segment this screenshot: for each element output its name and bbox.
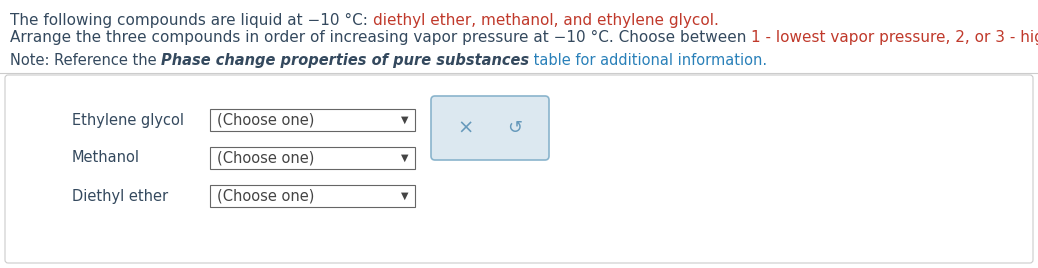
Text: ↺: ↺: [507, 119, 522, 137]
Text: ▼: ▼: [401, 191, 409, 201]
Text: (Choose one): (Choose one): [217, 151, 315, 166]
FancyBboxPatch shape: [210, 109, 415, 131]
Text: Arrange the three compounds in order of increasing vapor pressure at −10 °C. Cho: Arrange the three compounds in order of …: [10, 30, 752, 45]
Text: table for additional information.: table for additional information.: [529, 53, 767, 68]
Text: Methanol: Methanol: [72, 151, 140, 166]
Text: diethyl ether, methanol, and ethylene glycol.: diethyl ether, methanol, and ethylene gl…: [373, 13, 718, 28]
Text: Ethylene glycol: Ethylene glycol: [72, 113, 184, 128]
Text: Diethyl ether: Diethyl ether: [72, 188, 168, 203]
Text: Note: Reference the: Note: Reference the: [10, 53, 161, 68]
Text: (Choose one): (Choose one): [217, 188, 315, 203]
Text: (Choose one): (Choose one): [217, 113, 315, 128]
Text: ×: ×: [458, 118, 474, 137]
Text: Phase change properties of pure substances: Phase change properties of pure substanc…: [161, 53, 529, 68]
FancyBboxPatch shape: [5, 75, 1033, 263]
Text: ▼: ▼: [401, 153, 409, 163]
Text: ▼: ▼: [401, 115, 409, 125]
Text: 1 - lowest vapor pressure, 2, or 3 - highest vapor pressure.: 1 - lowest vapor pressure, 2, or 3 - hig…: [752, 30, 1038, 45]
FancyBboxPatch shape: [431, 96, 549, 160]
FancyBboxPatch shape: [210, 147, 415, 169]
FancyBboxPatch shape: [210, 185, 415, 207]
Text: The following compounds are liquid at −10 °C:: The following compounds are liquid at −1…: [10, 13, 373, 28]
